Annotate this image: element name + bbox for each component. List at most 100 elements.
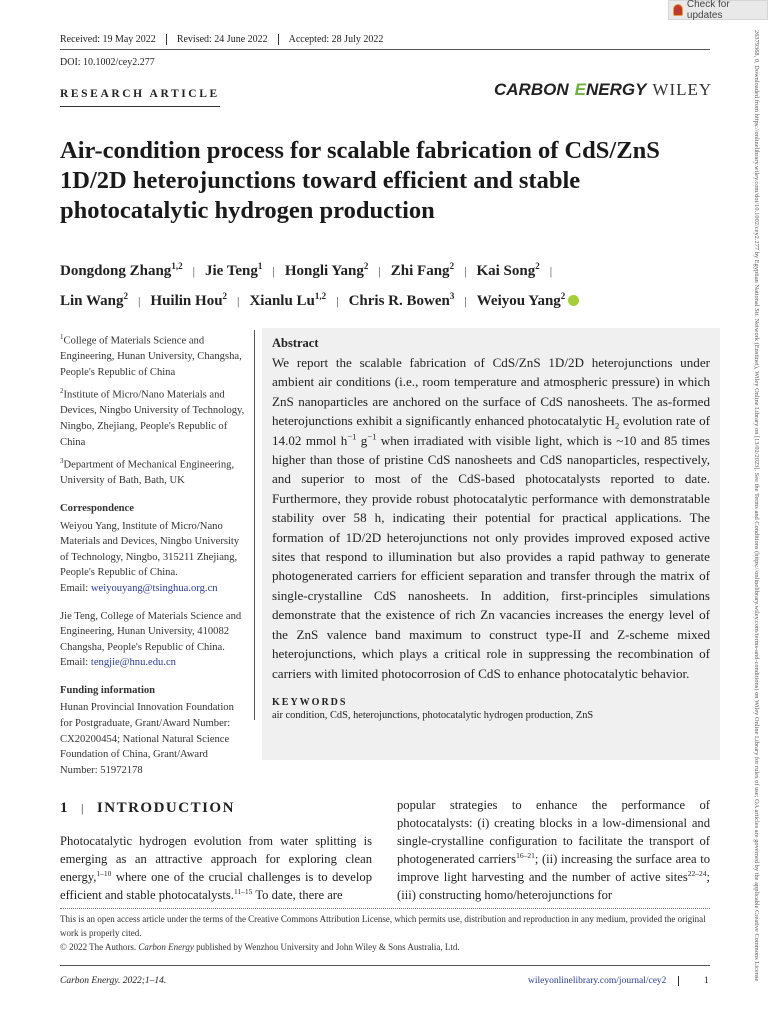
body-text: To date, there are: [252, 888, 343, 902]
funding-heading: Funding information: [60, 684, 156, 696]
author: Weiyou Yang2: [476, 291, 580, 309]
author-affiliation-number: 2: [535, 261, 540, 271]
author: Xianlu Lu1,2: [249, 291, 326, 309]
journal-url-link[interactable]: wileyonlinelibrary.com/journal/cey2: [528, 976, 680, 986]
correspondence: Weiyou Yang, Institute of Micro/Nano Mat…: [60, 519, 248, 671]
author-affiliation-number: 2: [363, 261, 369, 271]
correspondence-entry: Weiyou Yang, Institute of Micro/Nano Mat…: [60, 519, 248, 597]
affiliation-text: Institute of Micro/Nano Materials and De…: [60, 389, 245, 448]
author: Jie Teng1: [204, 261, 263, 279]
author-name: Zhi Fang: [390, 263, 450, 279]
footer-divider: [60, 965, 710, 966]
email-label: Email:: [60, 657, 91, 669]
author-affiliation-number: 1: [257, 261, 263, 271]
author-affiliation-number: 2: [123, 291, 129, 301]
author: Huilin Hou2: [150, 291, 228, 309]
citation-reference[interactable]: 11–15: [233, 886, 253, 896]
logo-carbon: CARBON: [494, 80, 569, 99]
author-separator: |: [549, 264, 553, 278]
affiliation-number: 2: [60, 387, 64, 396]
affiliation: 1College of Materials Science and Engine…: [60, 330, 248, 380]
body-text: where one of the crucial challenges is t…: [60, 870, 372, 902]
affiliation: 2Institute of Micro/Nano Materials and D…: [60, 384, 248, 450]
body-text: Photocatalytic hydrogen evolution from w…: [60, 834, 372, 884]
author-line: Dongdong Zhang1,2 | Jie Teng1 | Hongli Yang2…: [60, 254, 579, 284]
author-separator: |: [464, 264, 467, 278]
introduction-column-1: Photocatalytic hydrogen evolution from w…: [60, 832, 372, 904]
author-separator: |: [378, 264, 381, 278]
abstract-box: Abstract We report the scalable fabricat…: [262, 328, 720, 760]
revised-date: Revised: 24 June 2022: [165, 34, 278, 45]
accepted-date: Accepted: 28 July 2022: [277, 34, 394, 45]
keywords-heading: KEYWORDS: [272, 696, 348, 708]
license-note: This is an open access article under the…: [60, 912, 712, 954]
orcid-icon[interactable]: [568, 295, 580, 306]
affiliation-text: College of Materials Science and Enginee…: [60, 335, 242, 378]
keywords: air condition, CdS, heterojunctions, pho…: [272, 709, 594, 721]
author: Lin Wang2: [60, 291, 129, 309]
correspondence-entry: Jie Teng, College of Materials Science a…: [60, 609, 248, 671]
article-title: Air-condition process for scalable fabri…: [60, 137, 660, 224]
abstract-heading: Abstract: [272, 336, 319, 350]
author-separator: |: [138, 294, 141, 308]
email-link[interactable]: weiyouyang@tsinghua.org.cn: [90, 582, 218, 594]
citation-reference[interactable]: 1–10: [96, 868, 112, 878]
author-name: Lin Wang: [60, 293, 124, 309]
author-name: Jie Teng: [204, 263, 258, 279]
author: Dongdong Zhang1,2: [60, 261, 183, 279]
copyright-text: © 2022 The Authors. Carbon Energy publis…: [60, 942, 460, 952]
footnote-divider: [60, 908, 710, 909]
author-name: Huilin Hou: [150, 293, 223, 309]
author: Chris R. Bowen3: [348, 291, 455, 309]
author-name: Hongli Yang: [284, 263, 364, 279]
correspondence-address: Weiyou Yang, Institute of Micro/Nano Mat…: [60, 520, 240, 579]
email-label: Email:: [60, 582, 91, 594]
license-text: This is an open access article under the…: [60, 914, 706, 938]
author-separator: |: [464, 294, 467, 308]
affiliation-number: 1: [60, 333, 64, 341]
author-affiliation-number: 3: [449, 291, 455, 301]
logo-energy: ENERGY: [574, 80, 647, 99]
received-date: Received: 19 May 2022: [60, 34, 156, 45]
body-text: popular strategies to enhance the perfor…: [397, 798, 710, 866]
journal-logo: CARBON ENERGY WILEY: [494, 80, 712, 100]
author-name: Xianlu Lu: [249, 293, 315, 309]
author-name: Kai Song: [476, 263, 536, 279]
author-list: Dongdong Zhang1,2 | Jie Teng1 | Hongli Yang2…: [60, 254, 580, 314]
citation-reference[interactable]: 22–24: [687, 868, 707, 878]
author-line: Lin Wang2 | Huilin Hou2 | Xianlu Lu1,2 | Chris…: [60, 284, 580, 314]
journal-citation: Carbon Energy. 2022;1–14.: [60, 976, 167, 986]
author: Kai Song2: [476, 261, 540, 279]
author: Zhi Fang2: [390, 261, 455, 279]
funding-text: Hunan Provincial Innovation Foundation f…: [60, 702, 234, 776]
column-divider: [254, 330, 255, 720]
author-separator: |: [336, 294, 339, 308]
author-affiliation-number: 2: [449, 261, 455, 271]
author-separator: |: [237, 294, 240, 308]
author-affiliation-number: 1,2: [171, 261, 183, 271]
logo-wiley: WILEY: [652, 80, 713, 99]
affiliation: 3Department of Mechanical Engineering, U…: [60, 454, 248, 489]
doi: DOI: 10.1002/cey2.277: [60, 57, 155, 68]
author-name: Weiyou Yang: [476, 293, 561, 309]
download-side-note: 26379368, 0, Downloaded from https://onl…: [753, 30, 760, 982]
affiliation-text: Department of Mechanical Engineering, Un…: [60, 459, 235, 487]
check-for-updates-button[interactable]: Check for updates: [668, 0, 768, 21]
author-name: Chris R. Bowen: [348, 293, 450, 309]
article-dates: Received: 19 May 2022 Revised: 24 June 2…: [60, 34, 710, 50]
citation-reference[interactable]: 16–21: [516, 850, 535, 860]
article-info-column: 1College of Materials Science and Engine…: [60, 330, 248, 782]
author-name: Dongdong Zhang: [60, 263, 172, 279]
affiliation-number: 3: [60, 457, 64, 466]
author-separator: |: [192, 264, 195, 278]
check-updates-icon: [673, 4, 683, 16]
page-number: 1: [704, 976, 709, 986]
email-link[interactable]: tengjie@hnu.edu.cn: [90, 657, 176, 669]
author: Hongli Yang2: [284, 261, 369, 279]
author-affiliation-number: 2: [222, 291, 228, 301]
correspondence-heading: Correspondence: [60, 502, 134, 514]
affiliations: 1College of Materials Science and Engine…: [60, 330, 248, 489]
section-heading-introduction: 1 | INTRODUCTION: [60, 800, 235, 816]
author-affiliation-number: 2: [560, 291, 566, 301]
article-type: RESEARCH ARTICLE: [60, 88, 220, 107]
